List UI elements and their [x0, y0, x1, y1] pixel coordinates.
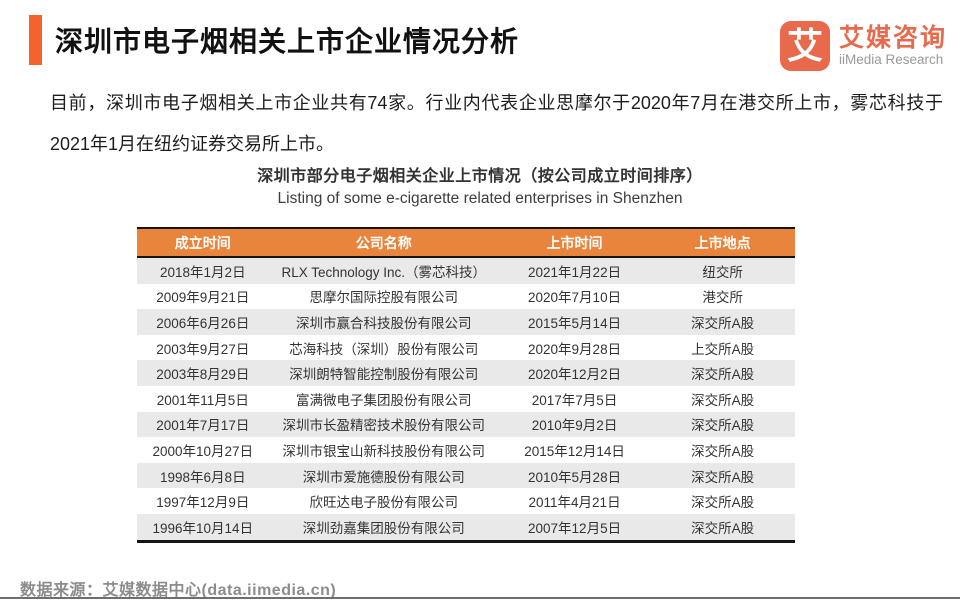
- column-header-founded-date: 成立时间: [174, 234, 231, 251]
- table-title-cn: 深圳市部分电子烟相关企业上市情况（按公司成立时间排序）: [257, 168, 703, 185]
- cell-listing-date: 2021年1月22日: [528, 264, 622, 280]
- column-header-listing-date: 上市时间: [546, 234, 603, 251]
- column-header-listing-venue: 上市地点: [694, 234, 751, 251]
- cell-listing-venue: 上交所A股: [691, 341, 755, 357]
- bottom-divider: [0, 597, 960, 599]
- table-row: 2003年9月27日 芯海科技（深圳）股份有限公司 2020年9月28日 上交所A股: [137, 334, 795, 361]
- table-row: 1996年10月14日 深圳劲嘉集团股份有限公司 2007年12月5日 深交所A股: [137, 513, 795, 540]
- cell-founded-date: 1996年10月14日: [152, 520, 254, 536]
- cell-listing-venue: 纽交所: [702, 264, 743, 280]
- table-row: 2006年6月26日 深圳市赢合科技股份有限公司 2015年5月14日 深交所A股: [137, 309, 795, 335]
- cell-listing-date: 2020年9月28日: [528, 341, 622, 357]
- cell-listing-date: 2011年4月21日: [528, 495, 621, 511]
- cell-listing-date: 2015年12月14日: [524, 443, 625, 459]
- cell-founded-date: 1998年6月8日: [160, 469, 246, 485]
- companies-table: 成立时间 公司名称 上市时间 上市地点 2018年1月2日 RLX Technol…: [137, 227, 795, 543]
- cell-listing-date: 2007年12月5日: [528, 520, 622, 536]
- cell-company-name: 深圳市爱施德股份有限公司: [302, 469, 465, 485]
- cell-founded-date: 1997年12月9日: [156, 495, 250, 511]
- cell-listing-date: 2020年12月2日: [528, 367, 622, 383]
- cell-listing-venue: 深交所A股: [691, 367, 755, 383]
- cell-founded-date: 2001年7月17日: [156, 418, 250, 434]
- intro-paragraph: 目前，深圳市电子烟相关上市企业共有74家。行业内代表企业思摩尔于2020年7月在…: [50, 93, 943, 154]
- table-row: 1997年12月9日 欣旺达电子股份有限公司 2011年4月21日 深交所A股: [137, 488, 795, 514]
- table-row: 2009年9月21日 思摩尔国际控股有限公司 2020年7月10日 港交所: [137, 283, 795, 310]
- cell-listing-venue: 深交所A股: [691, 315, 755, 331]
- cell-listing-venue: 深交所A股: [691, 520, 755, 536]
- data-source-note: 数据来源：艾媒数据中心(data.iimedia.cn): [20, 582, 337, 599]
- table-title-en: Listing of some e-cigarette related ente…: [277, 190, 683, 207]
- cell-listing-venue: 深交所A股: [691, 392, 755, 408]
- cell-founded-date: 2006年6月26日: [156, 315, 250, 331]
- cell-founded-date: 2003年8月29日: [156, 367, 250, 383]
- cell-company-name: 思摩尔国际控股有限公司: [309, 290, 458, 306]
- cell-listing-date: 2010年5月28日: [528, 469, 622, 485]
- cell-listing-date: 2017年7月5日: [531, 392, 618, 408]
- header: 深圳市电子烟相关上市企业情况分析: [29, 15, 519, 65]
- cell-listing-venue: 港交所: [702, 290, 743, 306]
- logo-brand-en: iiMedia Research: [838, 52, 944, 67]
- iimedia-logo-icon: 艾: [779, 21, 830, 71]
- cell-listing-venue: 深交所A股: [691, 495, 755, 511]
- cell-company-name: 芯海科技（深圳）股份有限公司: [289, 341, 479, 357]
- cell-listing-venue: 深交所A股: [691, 443, 755, 459]
- table-row: 2018年1月2日 RLX Technology Inc.（雾芯科技） 2021年1…: [137, 258, 795, 284]
- cell-founded-date: 2001年11月5日: [156, 392, 249, 408]
- column-header-company-name: 公司名称: [355, 234, 412, 251]
- cell-founded-date: 2003年9月27日: [156, 341, 250, 357]
- cell-founded-date: 2000年10月27日: [152, 443, 254, 459]
- title-accent-bar: [29, 15, 42, 65]
- cell-company-name: 深圳朗特智能控制股份有限公司: [289, 367, 479, 383]
- cell-founded-date: 2018年1月2日: [160, 264, 246, 280]
- cell-company-name: 深圳市银宝山新科技股份有限公司: [282, 443, 485, 459]
- table-row: 1998年6月8日 深圳市爱施德股份有限公司 2010年5月28日 深交所A股: [137, 462, 795, 489]
- table-header-row: 成立时间 公司名称 上市时间 上市地点: [137, 229, 795, 258]
- page-title: 深圳市电子烟相关上市企业情况分析: [55, 26, 520, 57]
- cell-listing-date: 2015年5月14日: [528, 315, 622, 331]
- cell-company-name: RLX Technology Inc.（雾芯科技）: [281, 264, 487, 280]
- table-row: 2001年11月5日 富满微电子集团股份有限公司 2017年7月5日 深交所A股: [137, 385, 795, 412]
- cell-listing-date: 2010年9月2日: [531, 418, 618, 434]
- cell-company-name: 深圳市长盈精密技术股份有限公司: [282, 418, 485, 434]
- cell-company-name: 深圳劲嘉集团股份有限公司: [302, 520, 465, 536]
- logo-brand-cn: 艾媒咨询: [838, 24, 947, 52]
- table-row: 2003年8月29日 深圳朗特智能控制股份有限公司 2020年12月2日 深交所A股: [137, 360, 795, 386]
- table-row: 2000年10月27日 深圳市银宝山新科技股份有限公司 2015年12月14日 深交所…: [137, 437, 795, 463]
- cell-company-name: 富满微电子集团股份有限公司: [295, 392, 472, 408]
- table-body: 2018年1月2日 RLX Technology Inc.（雾芯科技） 2021年1…: [137, 258, 795, 540]
- logo-text: 艾媒咨询 iiMedia Research: [839, 24, 947, 68]
- cell-listing-venue: 深交所A股: [691, 418, 755, 434]
- cell-company-name: 欣旺达电子股份有限公司: [309, 495, 458, 511]
- cell-listing-date: 2020年7月10日: [528, 290, 622, 306]
- iimedia-logo: 艾 艾媒咨询 iiMedia Research: [779, 21, 947, 71]
- cell-founded-date: 2009年9月21日: [156, 290, 250, 306]
- cell-listing-venue: 深交所A股: [691, 469, 755, 485]
- table-row: 2001年7月17日 深圳市长盈精密技术股份有限公司 2010年9月2日 深交所A股: [137, 411, 795, 438]
- cell-company-name: 深圳市赢合科技股份有限公司: [295, 315, 472, 331]
